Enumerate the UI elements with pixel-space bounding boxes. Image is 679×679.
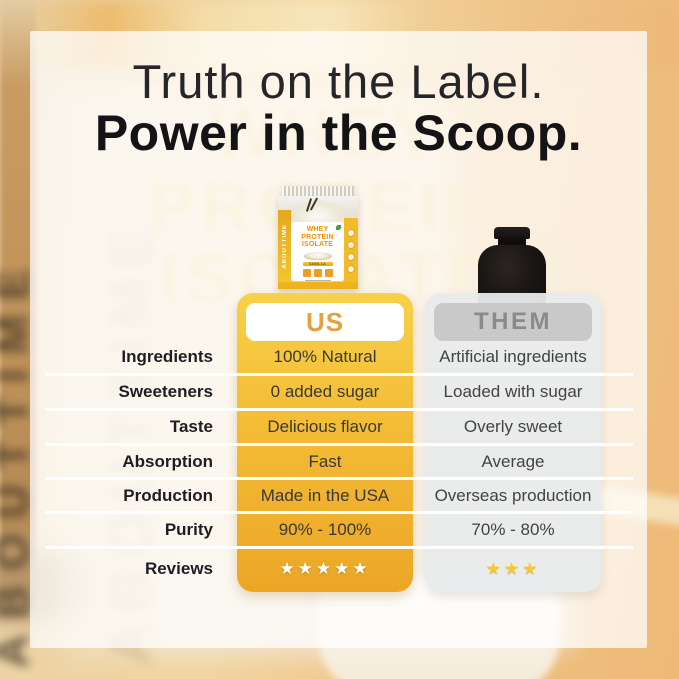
pouch-fine-print	[304, 280, 331, 281]
column-gap	[413, 514, 425, 546]
row-tail	[601, 411, 633, 443]
pouch-badge-strip	[344, 218, 358, 283]
them-star-rating: ★★★	[485, 559, 541, 578]
tub-cap	[494, 227, 530, 239]
pouch-front-label: WHEY PROTEIN ISOLATE VANILLA	[291, 222, 344, 281]
pouch-cream-splash	[290, 200, 346, 226]
them-value: Artificial ingredients	[439, 347, 587, 366]
us-value: ★★★★★	[237, 549, 413, 588]
square-icon	[324, 269, 333, 278]
row-tail	[601, 341, 633, 373]
row-label: Sweeteners	[118, 382, 214, 401]
page-title: Truth on the Label. Power in the Scoop.	[30, 57, 647, 160]
us-value: Made in the USA	[260, 485, 390, 505]
comparison-table: Ingredients 100% Natural Artificial ingr…	[45, 341, 633, 588]
column-gap	[413, 411, 425, 443]
table-row: Reviews ★★★★★ ★★★	[45, 549, 633, 588]
them-column-header: THEM	[434, 303, 592, 341]
row-label: Production	[123, 485, 213, 505]
row-tail	[601, 549, 633, 588]
us-column-background	[237, 293, 413, 592]
them-value: Loaded with sugar	[443, 382, 583, 401]
row-tail	[601, 480, 633, 511]
badge-icon	[347, 252, 355, 261]
pouch-label-line: ISOLATE	[301, 241, 334, 248]
leaf-icon	[336, 225, 341, 230]
us-product-image: ABOUTTIME WHEY PROTEIN ISOLATE VANILLA	[276, 186, 360, 289]
them-value: ★★★	[425, 549, 601, 588]
them-header-label: THEM	[474, 308, 552, 335]
row-label: Absorption	[122, 451, 213, 471]
us-value: 0 added sugar	[270, 382, 380, 401]
badge-icon	[347, 264, 355, 273]
flavor-banner: VANILLA	[302, 262, 333, 267]
row-tail	[601, 446, 633, 477]
column-gap	[413, 549, 425, 588]
table-row: Production Made in the USA Overseas prod…	[45, 480, 633, 514]
column-gap	[413, 341, 425, 373]
us-value: Delicious flavor	[267, 417, 383, 436]
pouch-seal	[282, 186, 354, 197]
them-value: Overseas production	[434, 485, 592, 505]
comparison-card: Truth on the Label. Power in the Scoop. …	[30, 31, 647, 648]
pouch-label-line: WHEY	[306, 226, 329, 233]
us-header-label: US	[305, 306, 345, 337]
them-column-background	[425, 293, 601, 592]
square-icon	[302, 269, 311, 278]
pouch-label-text: WHEY PROTEIN ISOLATE	[301, 226, 334, 249]
square-icon	[313, 269, 322, 278]
row-label: Purity	[164, 520, 213, 539]
us-value: Fast	[308, 451, 342, 471]
row-tail	[601, 514, 633, 546]
pouch-icons-row	[302, 269, 333, 278]
row-label: Reviews	[144, 558, 213, 578]
them-value: Overly sweet	[463, 417, 563, 436]
badge-icon	[347, 240, 355, 249]
table-row: Absorption Fast Average	[45, 446, 633, 480]
title-line-1: Truth on the Label.	[132, 55, 545, 108]
column-gap	[413, 480, 425, 511]
us-value: 90% - 100%	[278, 520, 372, 539]
row-label: Taste	[169, 417, 213, 436]
row-tail	[601, 376, 633, 408]
pouch-bottom-strip	[278, 282, 358, 289]
title-line-2: Power in the Scoop.	[94, 105, 583, 161]
table-row: Taste Delicious flavor Overly sweet	[45, 411, 633, 446]
pouch-brand-strip: ABOUTTIME	[278, 210, 291, 283]
table-row: Ingredients 100% Natural Artificial ingr…	[45, 341, 633, 376]
table-row: Sweeteners 0 added sugar Loaded with sug…	[45, 376, 633, 411]
ice-cream-scoop-image	[303, 251, 332, 261]
pouch-label-line: PROTEIN	[301, 233, 334, 241]
us-value: 100% Natural	[273, 347, 377, 366]
them-value: 70% - 80%	[471, 520, 555, 539]
table-row: Purity 90% - 100% 70% - 80%	[45, 514, 633, 549]
column-gap	[413, 446, 425, 477]
row-label: Ingredients	[121, 347, 213, 366]
us-column-header: US	[246, 303, 404, 341]
badge-icon	[347, 228, 355, 237]
pouch-brand-text: ABOUTTIME	[281, 224, 288, 269]
tub-neck	[498, 239, 526, 247]
us-star-rating: ★★★★★	[279, 559, 371, 578]
column-gap	[413, 376, 425, 408]
them-value: Average	[481, 451, 545, 471]
